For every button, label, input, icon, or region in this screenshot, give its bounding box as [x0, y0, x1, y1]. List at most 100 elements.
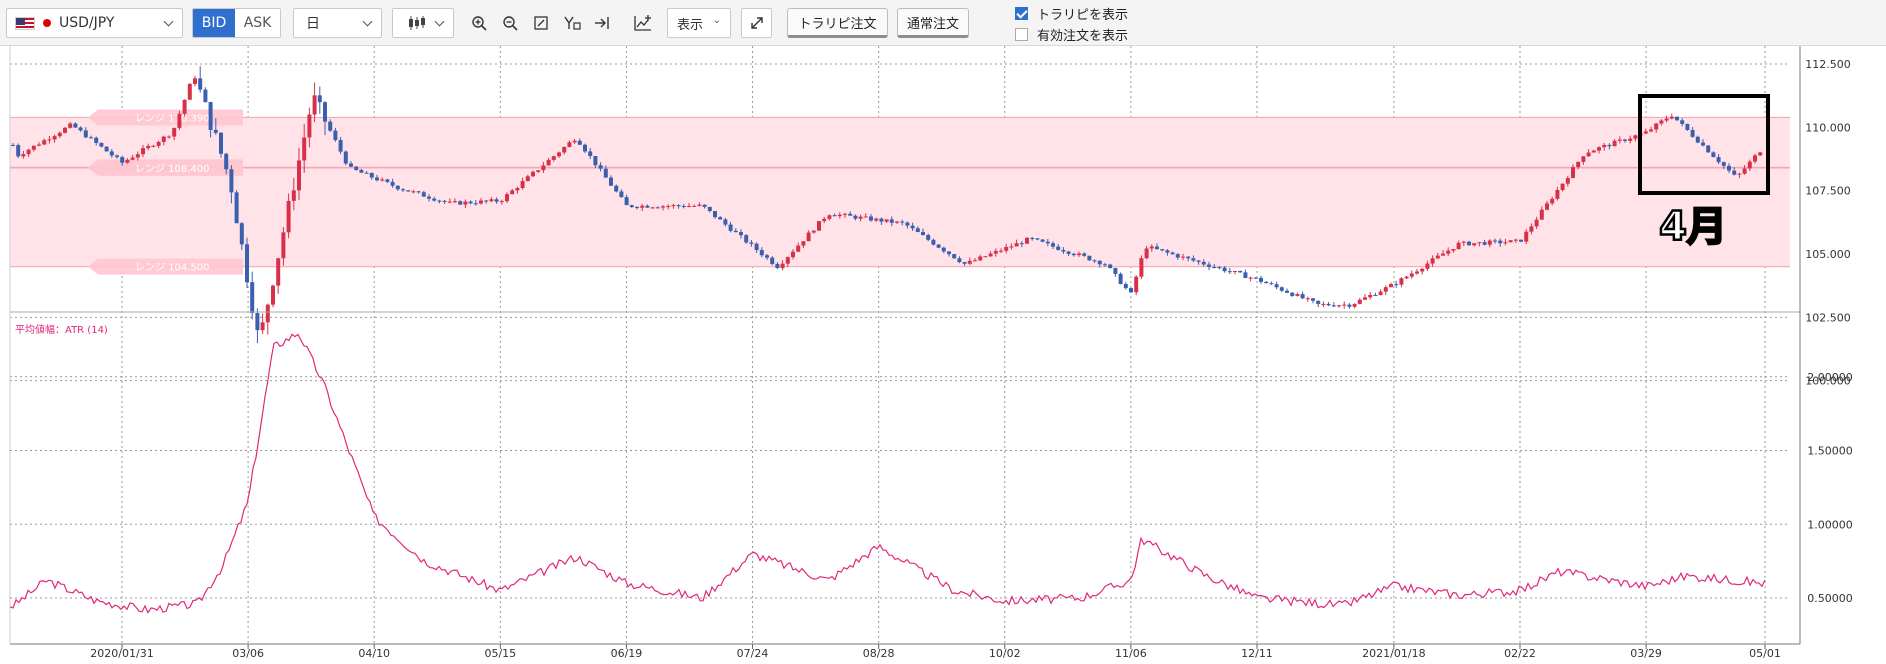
candle-body	[234, 192, 239, 224]
candle-body	[239, 223, 244, 245]
candle-body	[603, 168, 608, 178]
candle-body	[583, 144, 587, 152]
display-menu-button[interactable]: 表示 ⌄	[667, 8, 731, 38]
scroll-end-icon[interactable]	[589, 10, 615, 36]
candle-body	[1212, 266, 1217, 268]
candle-body	[47, 139, 52, 141]
candle-body	[661, 206, 665, 208]
candle-body	[1118, 273, 1123, 285]
x-tick-label: 03/29	[1630, 647, 1662, 660]
candle-body	[224, 153, 229, 170]
chart-type-select[interactable]	[392, 8, 454, 38]
candle-body	[135, 154, 140, 158]
candle-body	[1576, 161, 1581, 168]
candle-body	[395, 185, 400, 190]
candle-body	[104, 146, 109, 152]
zoom-out-icon[interactable]	[497, 10, 523, 36]
candle-body	[1139, 258, 1144, 277]
normal-order-button[interactable]: 通常注文	[897, 8, 969, 38]
candle-body	[577, 140, 582, 145]
candle-body	[822, 218, 827, 222]
candle-body	[1233, 271, 1237, 273]
candle-body	[557, 152, 561, 157]
candle-body	[650, 207, 655, 209]
candle-body	[1071, 253, 1076, 256]
candle-body	[193, 78, 197, 84]
bid-button[interactable]: BID	[193, 9, 236, 37]
candle-body	[187, 83, 192, 100]
candle-body	[302, 137, 307, 161]
x-tick-label: 05/01	[1749, 647, 1781, 660]
trail-order-button[interactable]: トラリピ注文	[787, 8, 888, 38]
candle-body	[1446, 250, 1451, 254]
candle-body	[1487, 240, 1492, 245]
candle-body	[1108, 264, 1113, 269]
candle-body	[687, 206, 691, 208]
candle-body	[801, 241, 806, 246]
zoom-in-icon[interactable]	[466, 10, 492, 36]
candle-body	[1732, 170, 1737, 175]
candle-body	[713, 210, 717, 218]
candle-body	[442, 200, 447, 202]
candle-body	[811, 230, 816, 233]
candle-body	[900, 221, 905, 223]
candle-body	[1482, 242, 1487, 245]
candle-body	[973, 260, 977, 262]
checkbox-checked-icon	[1015, 7, 1028, 20]
range-label-tag	[88, 258, 243, 275]
candle-body	[780, 263, 785, 269]
show-orders-checkbox[interactable]: 有効注文を表示	[1015, 25, 1128, 44]
candle-body	[785, 257, 790, 264]
candle-body	[983, 256, 988, 258]
symbol-select[interactable]: USD/JPY	[6, 8, 183, 38]
candle-body	[1357, 299, 1362, 304]
candle-body	[707, 206, 712, 211]
candle-body	[676, 205, 681, 207]
candle-body	[999, 250, 1003, 252]
candle-body	[349, 163, 353, 167]
candle-body	[323, 102, 327, 122]
candle-body	[1690, 129, 1695, 137]
candle-body	[671, 205, 676, 207]
candle-body	[1326, 303, 1331, 306]
candle-body	[1279, 287, 1284, 291]
candle-body	[208, 102, 213, 130]
candle-body	[733, 230, 738, 233]
candle-body	[895, 221, 899, 223]
symbol-label: USD/JPY	[59, 15, 115, 31]
checkbox-unchecked-icon	[1015, 28, 1028, 41]
candle-body	[151, 145, 156, 147]
add-indicator-icon[interactable]	[630, 10, 656, 36]
range-band	[10, 117, 1790, 267]
candle-body	[1675, 116, 1679, 121]
period-select[interactable]: 日	[293, 8, 382, 38]
candle-body	[479, 200, 483, 204]
ask-button[interactable]: ASK	[243, 15, 272, 31]
candle-body	[458, 201, 463, 205]
candle-body	[213, 129, 218, 133]
candle-body	[1565, 178, 1570, 184]
atr-tick-label: 1.50000	[1807, 445, 1853, 458]
candle-body	[1394, 284, 1399, 286]
candle-body	[364, 172, 369, 174]
chart-area[interactable]: 2020/01/31 03/06 04/10 05/15 06/19 07/24 08/28…	[0, 46, 1886, 664]
candle-body	[1597, 147, 1601, 151]
candle-body	[1061, 249, 1066, 252]
crosshair-icon[interactable]	[559, 10, 585, 36]
candle-body	[182, 99, 187, 114]
candle-body	[468, 201, 473, 204]
candle-body	[1347, 304, 1352, 307]
show-trail-checkbox[interactable]: トラリピを表示	[1015, 4, 1128, 23]
candle-body	[1389, 284, 1393, 288]
expand-button[interactable]	[741, 8, 772, 38]
candle-body	[848, 213, 853, 216]
candle-body	[120, 157, 125, 163]
candle-body	[1227, 271, 1232, 273]
candle-body	[1373, 294, 1378, 296]
candle-body	[1248, 277, 1253, 279]
candle-body	[1160, 249, 1165, 251]
candle-body	[1721, 162, 1726, 166]
candle-body	[1368, 294, 1373, 298]
candle-body	[962, 262, 967, 264]
fit-icon[interactable]	[528, 10, 554, 36]
